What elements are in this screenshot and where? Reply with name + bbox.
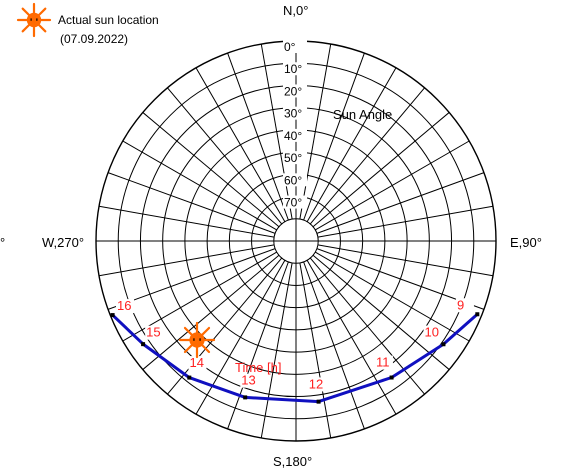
hour-label: 12 [309,376,323,391]
azimuth-spoke [142,112,280,228]
hour-label-bg [145,325,164,340]
tick-label-bg [283,151,307,165]
sun-path-point [389,375,394,380]
azimuth-spoke [306,67,397,223]
azimuth-spoke [167,257,283,395]
legend-title: Actual sun location [58,13,159,27]
sun-path-line [111,313,479,404]
hour-label: 16 [117,298,131,313]
sun-ray [21,23,31,33]
azimuth-spoke [227,261,289,430]
azimuth-spoke [98,244,275,277]
tick-label-bg [283,62,307,76]
sun-path-point [243,395,248,400]
sun-ray [21,7,31,17]
elevation-tick-label: 50° [284,151,302,165]
time-axis-label: Time [h] [235,360,281,375]
azimuth-spoke [299,262,332,439]
azimuth-spoke [309,257,425,395]
tick-label-bg [283,195,307,209]
azimuth-spoke [98,205,275,238]
azimuth-spoke [260,43,293,220]
hour-label: 15 [146,325,160,340]
hour-label-bg [188,356,207,371]
current-sun-layer [178,321,216,359]
azimuth-spoke [195,259,286,415]
hour-label-bg [307,377,326,392]
azimuth-spoke [122,140,278,231]
sun-path-point [187,375,192,380]
azimuth-spoke [317,244,494,277]
sun-path-point [441,342,446,347]
sun-ray [183,344,193,354]
hour-label-bg [240,373,259,388]
hour-label-bg [374,355,393,370]
polar-grid [95,40,497,442]
hour-label: 9 [457,297,464,312]
sun-disc [26,12,42,28]
sun-angle-label: Sun Angle [333,107,392,122]
sun-ray [37,7,47,17]
tick-label-bg [283,40,307,53]
sun-icon [16,2,52,38]
hour-label-bg [455,298,474,313]
azimuth-spoke [299,43,332,220]
hour-label-bg [423,325,442,340]
legend-date: (07.09.2022) [60,32,128,46]
tick-label-bg [283,173,307,187]
elevation-tick-label: 20° [284,84,302,98]
hour-label: 13 [241,373,255,388]
azimuth-spoke [142,254,280,370]
hour-label: 10 [425,325,439,340]
azimuth-spoke [312,112,450,228]
elevation-tick-label: 40° [284,129,302,143]
hour-labels: 9 10 11 12 13 14 15 16 [115,297,474,392]
south-label: S,180° [273,454,312,469]
sun-path-point [316,399,321,404]
azimuth-spoke [303,52,365,221]
azimuth-spoke [303,261,365,430]
azimuth-spoke [316,172,485,234]
elevation-tick-label: 60° [284,173,302,187]
hour-label: 11 [376,355,390,370]
sun-ray [183,326,193,336]
elevation-ticks: 0° 10° 20° 30° 40° 50° 60° 70° [283,40,307,210]
azimuth-spoke [312,254,450,370]
sun-path-point [475,312,480,317]
tick-label-bg [283,106,307,120]
sun-path-point [110,313,115,318]
west-label-fragment: ° [0,235,5,250]
elevation-tick-label: 70° [284,196,302,210]
east-label: E,90° [510,235,542,250]
azimuth-spoke [107,172,276,234]
sun-ray [201,344,211,354]
tick-label-bg [283,84,307,98]
azimuth-spoke [107,248,276,310]
sun-path-point [141,342,146,347]
azimuth-spoke [306,259,397,415]
azimuth-spoke [260,262,293,439]
azimuth-spoke [227,52,289,221]
legend: Actual sun location (07.09.2022) [16,2,159,46]
hour-label: 14 [189,355,203,370]
sun-path-layer [110,312,480,404]
sun-disc [189,332,205,348]
azimuth-spoke [314,251,470,342]
azimuth-spoke [309,87,425,225]
north-label: N,0° [283,3,308,18]
west-label: W,270° [42,235,84,250]
azimuth-spoke [167,87,283,225]
tick-label-bg [283,128,307,142]
sun-ray [37,23,47,33]
elevation-tick-label: 10° [284,62,302,76]
azimuth-spoke [314,140,470,231]
hour-label-bg [115,299,134,314]
azimuth-spoke [317,205,494,238]
elevation-tick-label: 0° [284,40,296,54]
sun-ray [201,326,211,336]
elevation-tick-label: 30° [284,107,302,121]
azimuth-spoke [195,67,286,223]
